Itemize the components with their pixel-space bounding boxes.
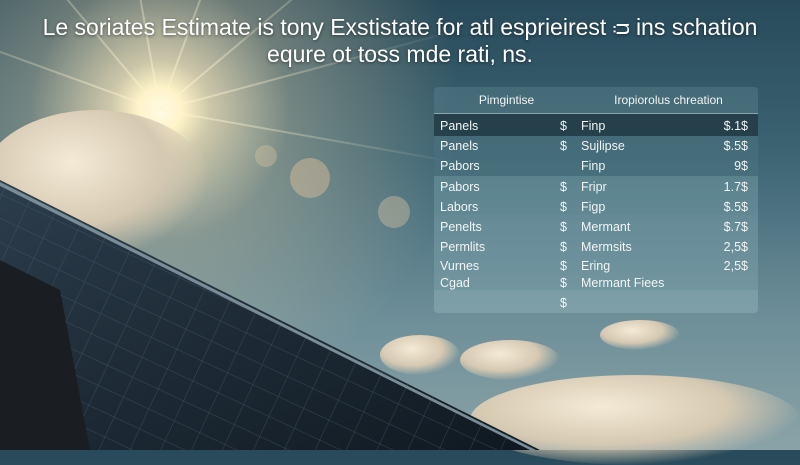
detail-label: Sujlipse <box>581 139 625 153</box>
row-band <box>434 176 758 215</box>
lens-flare <box>290 158 330 198</box>
detail-label: Finp <box>581 159 606 173</box>
detail-label: Fripr <box>581 180 607 194</box>
item-label: Labors <box>440 200 479 214</box>
table-row: Penelts $ Mermant $.7$ <box>434 217 758 237</box>
detail-label: Mermsits <box>581 240 632 254</box>
item-label: Cgad <box>440 276 470 290</box>
table-row: Pabors $ Fripr 1.7$ <box>434 177 758 197</box>
item-label: Penelts <box>440 220 482 234</box>
table-row: Labors $ Figp $.5$ <box>434 197 758 217</box>
item-label: Pabors <box>440 159 480 173</box>
lens-flare <box>255 145 277 167</box>
row-band <box>434 114 758 136</box>
solar-panel <box>0 180 540 450</box>
currency-symbol: $ <box>560 240 567 254</box>
item-label: Permlits <box>440 240 486 254</box>
column-header: Pimgintise <box>478 93 535 107</box>
lens-flare <box>378 196 410 228</box>
row-band <box>434 290 758 313</box>
detail-label: Figp <box>581 200 606 214</box>
cloud <box>460 340 560 380</box>
amount-value: 2,5$ <box>723 259 748 273</box>
table-row: Cgad $ Mermant Fiees <box>434 273 758 293</box>
detail-label: Finp <box>581 119 606 133</box>
table-row: $ <box>434 293 758 313</box>
currency-symbol: $ <box>560 296 567 310</box>
title-line-1: Le soriates Estimate is tony Exstistate … <box>42 14 758 40</box>
item-label: Vurnes <box>440 259 480 273</box>
item-label: Pabors <box>440 180 480 194</box>
currency-symbol: $ <box>560 139 567 153</box>
cost-table: Pimgintise Iropiorolus chreation Panels $… <box>434 87 758 313</box>
cloud <box>380 335 460 375</box>
row-band <box>434 136 758 176</box>
row-band <box>434 215 758 290</box>
item-label: Panels <box>440 119 479 133</box>
currency-symbol: $ <box>560 180 567 194</box>
column-header: Iropiorolus chreation <box>614 93 723 107</box>
amount-value: $.7$ <box>723 220 748 234</box>
table-header: Pimgintise Iropiorolus chreation <box>434 87 758 114</box>
table-row: Vurnes $ Ering 2,5$ <box>434 256 758 276</box>
amount-value: 1.7$ <box>723 180 748 194</box>
amount-value: $.5$ <box>723 200 748 214</box>
currency-symbol: $ <box>560 200 567 214</box>
title-line-2: equre ot toss mde rati, ns. <box>267 41 533 67</box>
currency-symbol: $ <box>560 220 567 234</box>
detail-label: Ering <box>581 259 611 273</box>
currency-symbol: $ <box>560 119 567 133</box>
currency-symbol: $ <box>560 259 567 273</box>
page-title: Le soriates Estimate is tony Exstistate … <box>0 14 800 68</box>
detail-label: Mermant Fiees <box>581 276 665 290</box>
cloud <box>600 320 680 350</box>
table-row: Permlits $ Mermsits 2,5$ <box>434 237 758 257</box>
currency-symbol: $ <box>560 276 567 290</box>
table-row: Panels $ Sujlipse $.5$ <box>434 136 758 156</box>
detail-label: Mermant <box>581 220 631 234</box>
amount-value: $.1$ <box>723 119 748 133</box>
amount-value: $.5$ <box>723 139 748 153</box>
table-row: Pabors Finp 9$ <box>434 156 758 176</box>
item-label: Panels <box>440 139 479 153</box>
amount-value: 9$ <box>734 159 748 173</box>
table-row: Panels $ Finp $.1$ <box>434 116 758 136</box>
amount-value: 2,5$ <box>723 240 748 254</box>
